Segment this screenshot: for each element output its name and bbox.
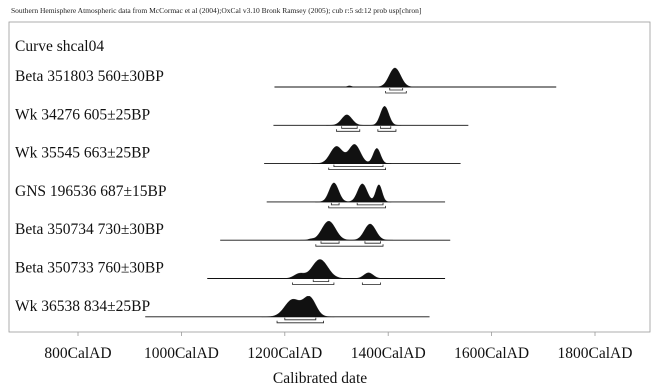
hpd-1sigma-bracket — [312, 279, 330, 282]
sample-label: Beta 351803 560±30BP — [15, 68, 164, 85]
sample-row: Beta 350733 760±30BP — [15, 259, 446, 285]
x-axis-title: Calibrated date — [273, 370, 367, 387]
hpd-1sigma-bracket — [380, 126, 392, 129]
probability-distribution — [315, 182, 392, 203]
x-tick-label: 1800CalAD — [558, 345, 633, 362]
sample-row: Wk 35545 663±25BP — [15, 144, 461, 170]
x-axis-ticks: 800CalAD 1000CalAD 1200CalAD 1400CalAD 1600C… — [44, 332, 632, 362]
x-tick-label: 1600CalAD — [454, 345, 529, 362]
hpd-1sigma-bracket — [333, 164, 384, 167]
hpd-1sigma-bracket — [284, 317, 317, 321]
hpd-2sigma-bracket — [292, 282, 335, 285]
sample-label: GNS 196536 687±15BP — [15, 183, 166, 200]
x-tick-label: 1000CalAD — [144, 345, 219, 362]
hpd-2sigma-bracket — [276, 320, 324, 324]
sample-label: Beta 350734 730±30BP — [15, 221, 164, 238]
sample-label: Wk 35545 663±25BP — [15, 145, 150, 162]
x-tick-label: 1400CalAD — [351, 345, 426, 362]
hpd-2sigma-bracket — [328, 167, 387, 170]
probability-distribution — [311, 144, 392, 164]
hpd-2sigma-bracket — [377, 129, 397, 132]
sample-row: GNS 196536 687±15BP — [15, 182, 446, 209]
hpd-1sigma-bracket — [389, 88, 404, 91]
sample-row: Beta 351803 560±30BP — [15, 67, 557, 94]
probability-distribution — [341, 67, 418, 88]
sample-label: Beta 350733 760±30BP — [15, 260, 164, 277]
probability-distribution — [278, 259, 388, 279]
hpd-2sigma-bracket — [385, 91, 407, 94]
hpd-2sigma-bracket — [336, 129, 361, 132]
hpd-2sigma-bracket — [328, 205, 387, 209]
sample-rows: Beta 351803 560±30BP Wk 34276 605±25BP Wk … — [15, 67, 557, 324]
sample-row: Beta 350734 730±30BP — [15, 220, 451, 247]
hpd-2sigma-bracket — [315, 244, 384, 247]
probability-distribution — [326, 106, 402, 126]
hpd-1sigma-bracket — [330, 202, 340, 206]
hpd-1sigma-bracket — [320, 241, 340, 244]
sample-label: Wk 34276 605±25BP — [15, 106, 150, 123]
hpd-1sigma-bracket — [356, 202, 384, 206]
probability-distribution — [261, 296, 335, 317]
chart-header-caption: Southern Hemisphere Atmospheric data fro… — [11, 6, 422, 15]
plot-frame — [8, 21, 651, 333]
probability-distribution — [300, 220, 394, 241]
x-tick-label: 800CalAD — [44, 345, 111, 362]
hpd-2sigma-bracket — [361, 282, 381, 285]
sample-row: Wk 34276 605±25BP — [15, 106, 469, 132]
hpd-1sigma-bracket — [364, 241, 381, 244]
sample-label: Wk 36538 834±25BP — [15, 298, 150, 315]
hpd-1sigma-bracket — [341, 126, 358, 129]
sample-row: Wk 36538 834±25BP — [15, 296, 430, 324]
x-tick-label: 1200CalAD — [247, 345, 322, 362]
curve-label: Curve shcal04 — [15, 38, 104, 55]
